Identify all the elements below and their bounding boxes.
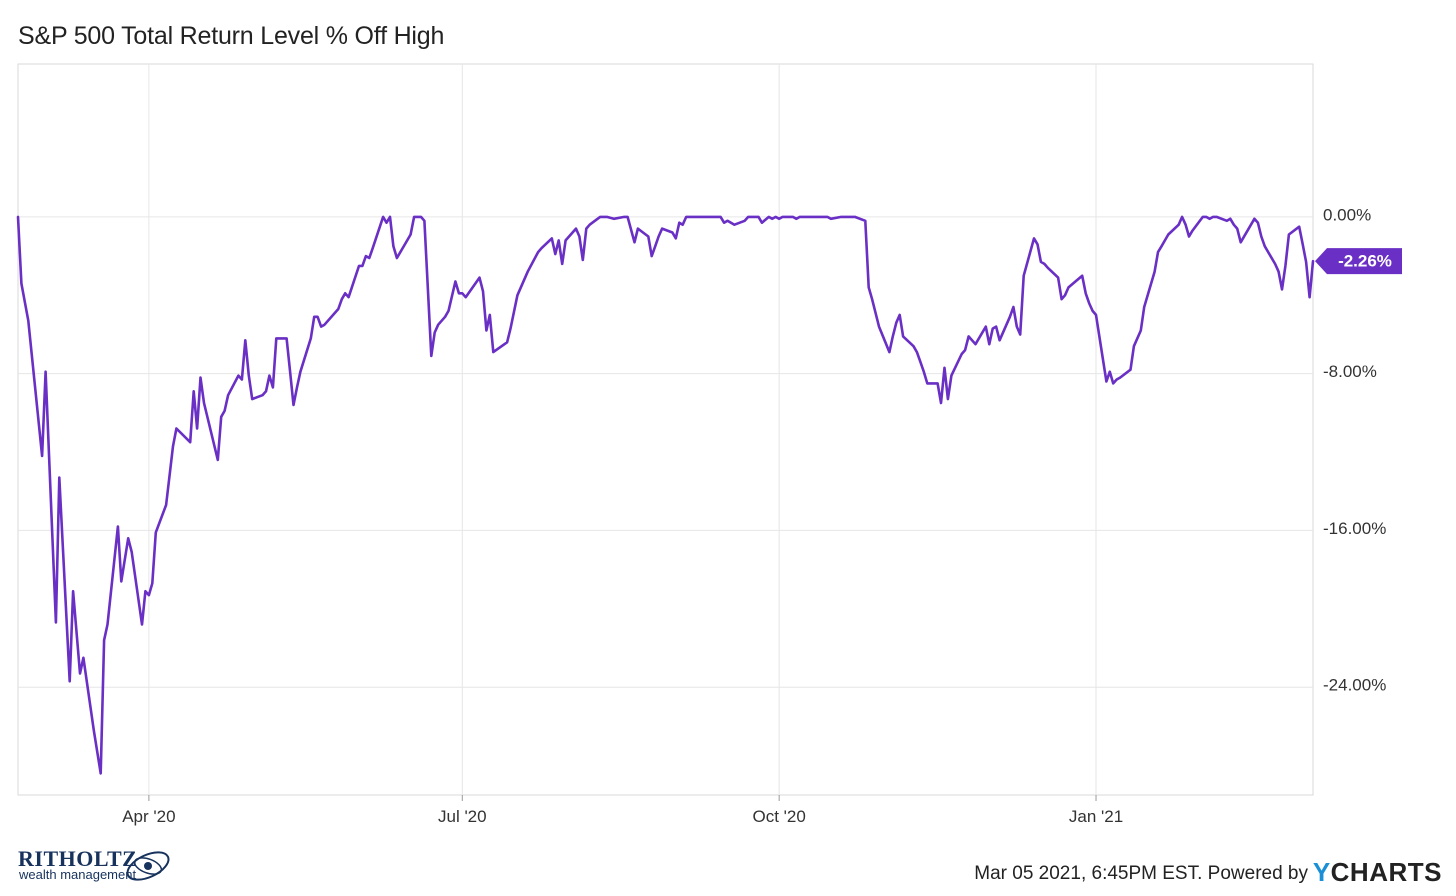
series-layer bbox=[16, 215, 1315, 775]
logo-name: RITHOLTZ bbox=[18, 846, 138, 871]
x-tick-label: Apr '20 bbox=[122, 807, 175, 826]
y-tick-label: 0.00% bbox=[1323, 205, 1371, 224]
y-tick-label: -24.00% bbox=[1323, 676, 1386, 695]
last-value-label: -2.26% bbox=[1338, 252, 1392, 271]
compass-icon bbox=[126, 851, 170, 881]
y-tick-label: -8.00% bbox=[1323, 362, 1377, 381]
last-value-badge-shape bbox=[1315, 248, 1402, 275]
ycharts-logo: YCHARTS bbox=[1313, 857, 1442, 888]
series-line bbox=[16, 215, 1315, 775]
x-tick-label: Jul '20 bbox=[438, 807, 487, 826]
last-value-badge: -2.26% bbox=[1315, 248, 1402, 275]
plot-frame bbox=[17, 63, 1314, 796]
ycharts-logo-y: Y bbox=[1312, 857, 1331, 887]
ritholtz-logo: RITHOLTZ wealth management bbox=[18, 846, 188, 886]
x-tick-label: Oct '20 bbox=[752, 807, 805, 826]
grid-layer bbox=[17, 63, 1314, 796]
chart-title: S&P 500 Total Return Level % Off High bbox=[18, 22, 445, 50]
ycharts-logo-text: CHARTS bbox=[1330, 857, 1442, 887]
footer-timestamp: Mar 05 2021, 6:45PM EST. Powered by bbox=[974, 863, 1308, 884]
axes-layer: 0.00% -8.00% -16.00% -24.00% Apr '20 Jul '20 O… bbox=[122, 205, 1386, 826]
y-tick-label: -16.00% bbox=[1323, 519, 1386, 538]
x-tick-label: Jan '21 bbox=[1069, 807, 1123, 826]
logo-subtitle: wealth management bbox=[19, 867, 137, 882]
